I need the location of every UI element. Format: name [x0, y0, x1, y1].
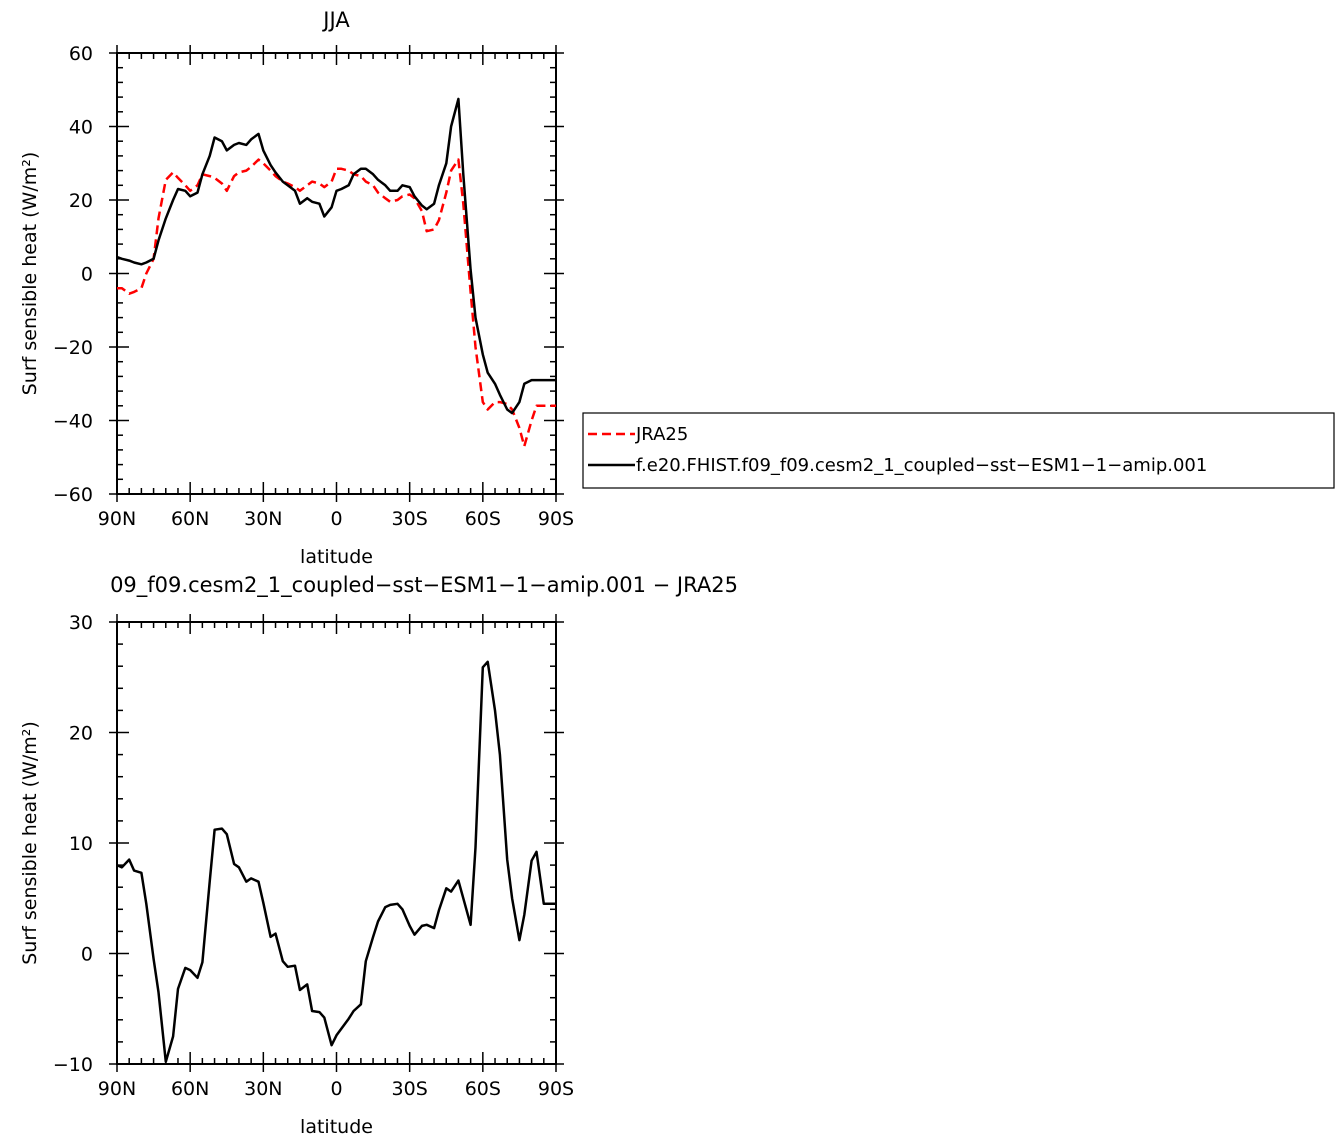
plot-frame	[116, 52, 557, 495]
x-tick-label: 90N	[98, 1078, 136, 1100]
x-tick-label: 60S	[465, 1078, 501, 1100]
x-tick-label: 90N	[98, 508, 136, 530]
legend: JRA25 f.e20.FHIST.f09_f09.cesm2_1_couple…	[582, 412, 1335, 489]
chart-title: 09_f09.cesm2_1_coupled−sst−ESM1−1−amip.0…	[110, 573, 738, 598]
x-tick-label: 0	[330, 508, 342, 530]
x-tick-label: 90S	[538, 1078, 574, 1100]
y-tick-label: −20	[53, 337, 93, 359]
y-tick-label: 10	[69, 833, 93, 855]
x-axis-title: latitude	[300, 1116, 373, 1138]
x-tick-label: 0	[330, 1078, 342, 1100]
x-tick-label: 30N	[244, 1078, 282, 1100]
y-tick-label: 60	[69, 43, 93, 65]
x-tick-label: 60S	[465, 508, 501, 530]
chart-title: JJA	[321, 8, 350, 32]
y-tick-label: 0	[81, 944, 93, 966]
y-tick-label: 20	[69, 723, 93, 745]
x-tick-label: 90S	[538, 508, 574, 530]
y-tick-label: 20	[69, 190, 93, 212]
series-line-1	[117, 660, 556, 1064]
x-tick-label: 30S	[392, 1078, 428, 1100]
top-plot: 90N 60N 30N 0 30S 60S 90S 60 40 20 0 −20 −40 −60 latit…	[19, 8, 574, 568]
x-axis-title: latitude	[300, 546, 373, 568]
series-line-1	[117, 158, 556, 448]
plot-frame	[116, 621, 557, 1065]
legend-box	[582, 412, 1335, 489]
y-tick-label: −40	[53, 411, 93, 433]
y-tick-label: 0	[81, 264, 93, 286]
x-tick-label: 30S	[392, 508, 428, 530]
legend-label-model: f.e20.FHIST.f09_f09.cesm2_1_coupled−sst−…	[636, 455, 1207, 476]
y-tick-label: −60	[53, 484, 93, 506]
y-axis-title: Surf sensible heat (W/m²)	[19, 721, 41, 965]
y-tick-label: 40	[69, 117, 93, 139]
series-line-2	[117, 97, 556, 415]
bottom-plot: 90N 60N 30N 0 30S 60S 90S 30 20 10 0 −10 latitude Sur…	[19, 573, 738, 1138]
x-tick-label: 60N	[171, 1078, 209, 1100]
y-axis-title: Surf sensible heat (W/m²)	[19, 152, 41, 396]
x-tick-label: 60N	[171, 508, 209, 530]
y-tick-label: −10	[53, 1054, 93, 1076]
x-tick-label: 30N	[244, 508, 282, 530]
y-tick-label: 30	[69, 612, 93, 634]
legend-label-jra25: JRA25	[635, 424, 688, 445]
